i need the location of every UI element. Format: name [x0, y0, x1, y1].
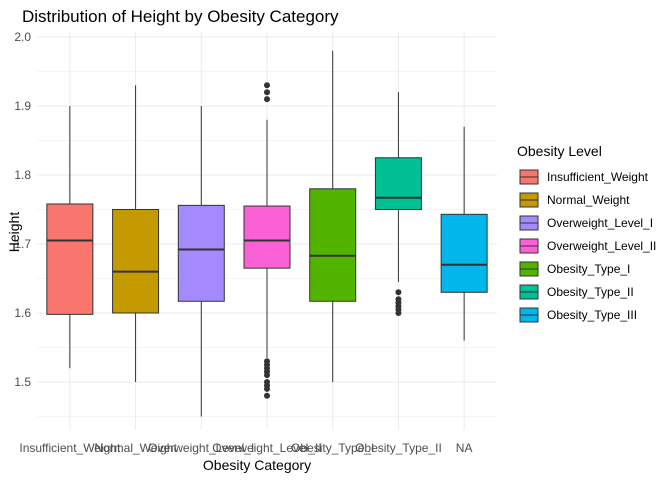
outlier-point [264, 392, 270, 399]
legend-label: Obesity_Type_I [547, 262, 630, 276]
outlier-point [264, 96, 270, 103]
legend-label: Obesity_Type_III [547, 308, 637, 322]
legend-item: Overweight_Level_I [519, 215, 653, 231]
legend-title: Obesity Level [517, 143, 602, 159]
box-body [309, 188, 357, 302]
y-tick-label: 1.7 [14, 237, 31, 251]
box-obesity-type-i [309, 50, 357, 382]
x-tick-label: Normal_Weight [94, 441, 177, 455]
outlier-point [264, 82, 270, 89]
box-body [243, 205, 291, 269]
y-tick-label: 1.6 [14, 306, 31, 320]
legend-item: Obesity_Type_III [519, 307, 637, 323]
y-tick-label: 1.9 [14, 99, 31, 113]
legend-item: Normal_Weight [519, 192, 630, 208]
legend-item: Overweight_Level_II [519, 238, 656, 254]
outlier-point [264, 358, 270, 365]
outlier-point [395, 289, 402, 296]
outlier-point [395, 296, 402, 303]
chart-title: Distribution of Height by Obesity Catego… [22, 7, 339, 26]
legend-label: Insufficient_Weight [547, 170, 649, 184]
box-body [374, 157, 422, 210]
x-axis-ticks: Insufficient_WeightNormal_WeightOverweig… [19, 441, 472, 455]
legend-item: Obesity_Type_II [519, 284, 634, 300]
legend-label: Overweight_Level_I [547, 216, 653, 230]
legend-item: Insufficient_Weight [519, 169, 649, 185]
x-tick-label: Overweight_Level_I [148, 441, 254, 455]
box-body [440, 213, 488, 293]
y-tick-label: 1.8 [14, 168, 31, 182]
outlier-point [264, 379, 270, 385]
box-overweight-level-ii [243, 82, 291, 399]
legend: Insufficient_Weight Normal_Weight Overweig… [519, 169, 656, 323]
y-axis-ticks: 1.5 1.6 1.7 1.8 1.9 2.0 [14, 30, 31, 389]
box-overweight-level-i [177, 106, 225, 417]
x-tick-label: Overweight_Level_II [212, 441, 321, 455]
y-tick-label: 2.0 [14, 30, 31, 44]
box-body [46, 203, 94, 315]
legend-label: Overweight_Level_II [547, 239, 656, 253]
box-body [177, 204, 225, 302]
outlier-point [264, 89, 270, 96]
legend-label: Obesity_Type_II [547, 285, 634, 299]
x-axis-title: Obesity Category [203, 457, 311, 473]
x-tick-label: Obesity_Type_II [355, 441, 442, 455]
y-tick-label: 1.5 [14, 375, 31, 389]
boxes [46, 50, 488, 417]
y-axis-title: Height [6, 212, 22, 253]
x-tick-label: NA [456, 441, 473, 455]
box-obesity-type-ii [374, 92, 422, 316]
box-obesity-type-iii [440, 126, 488, 341]
x-tick-label: Obesity_Type_I [291, 441, 374, 455]
legend-label: Normal_Weight [547, 193, 630, 207]
x-tick-label: Insufficient_Weight [19, 441, 121, 455]
box-normal-weight [112, 85, 160, 382]
legend-item: Obesity_Type_I [519, 261, 630, 277]
box-insufficient-weight [46, 106, 94, 369]
box-body [112, 209, 160, 314]
